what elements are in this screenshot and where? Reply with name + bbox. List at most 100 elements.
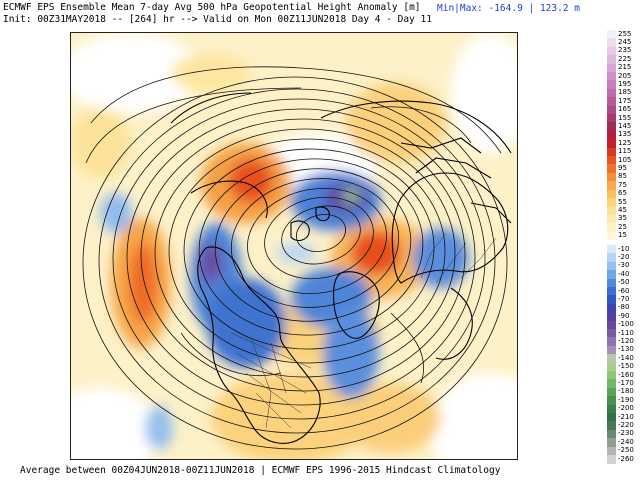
colorbar-swatch — [607, 429, 616, 439]
colorbar-label: -110 — [618, 328, 634, 337]
colorbar-label: -120 — [618, 336, 634, 345]
colorbar-label: 105 — [618, 155, 632, 164]
colorbar-swatch — [607, 278, 616, 288]
colorbar-swatch — [607, 421, 616, 431]
colorbar-swatch — [607, 97, 616, 107]
colorbar-label: 155 — [618, 113, 632, 122]
colorbar-swatch — [607, 455, 616, 464]
colorbar-swatch — [607, 312, 616, 322]
colorbar-swatch — [607, 354, 616, 364]
political-borders — [230, 232, 497, 429]
colorbar-label: 135 — [618, 130, 632, 139]
colorbar-label: 45 — [618, 205, 627, 214]
polar-stereographic-map — [70, 32, 518, 460]
colorbar-swatch — [607, 206, 616, 216]
colorbar-label: -80 — [618, 303, 630, 312]
colorbar-swatch — [607, 156, 616, 165]
colorbar-label: 25 — [618, 222, 627, 231]
colorbar-swatch — [607, 63, 616, 73]
colorbar-label: 95 — [618, 163, 627, 172]
anomaly-fill-layer — [71, 33, 517, 459]
colorbar-swatch — [607, 371, 616, 380]
colorbar-label: 215 — [618, 63, 632, 72]
colorbar-swatch — [607, 122, 616, 132]
colorbar-label: 235 — [618, 46, 632, 55]
colorbar-label: 175 — [618, 96, 632, 105]
colorbar-swatch — [607, 198, 616, 207]
colorbar-label: 165 — [618, 105, 632, 114]
colorbar-swatch — [607, 164, 616, 174]
colorbar-swatch — [607, 329, 616, 338]
colorbar-label: 145 — [618, 121, 632, 130]
colorbar-label: 55 — [618, 197, 627, 206]
footer-caption: Average between 00Z04JUN2018-00Z11JUN201… — [20, 465, 501, 476]
colorbar-swatch — [607, 55, 616, 65]
colorbar-swatch — [607, 223, 616, 233]
init-valid-line: Init: 00Z31MAY2018 -- [264] hr --> Valid… — [3, 14, 432, 25]
colorbar-swatch — [607, 114, 616, 123]
colorbar-swatch — [607, 181, 616, 191]
colorbar-swatch — [607, 404, 616, 414]
colorbar-label: -240 — [618, 437, 634, 446]
colorbar-swatch — [607, 345, 616, 355]
colorbar-label: -180 — [618, 387, 634, 396]
colorbar-label: 185 — [618, 88, 632, 97]
colorbar-swatch — [607, 337, 616, 347]
colorbar-label: -20 — [618, 252, 630, 261]
colorbar-label: -220 — [618, 420, 634, 429]
colorbar-label: -100 — [618, 320, 634, 329]
colorbar-swatch — [607, 80, 616, 90]
colorbar-label: -90 — [618, 311, 630, 320]
colorbar-label: -10 — [618, 244, 630, 253]
colorbar-swatch — [607, 147, 616, 157]
colorbar-label: 35 — [618, 214, 627, 223]
colorbar-swatch — [607, 446, 616, 456]
height-contours — [82, 66, 508, 450]
colorbar-label: -230 — [618, 429, 634, 438]
colorbar-label: 195 — [618, 79, 632, 88]
colorbar-swatch — [607, 139, 616, 149]
colorbar-label: 115 — [618, 147, 632, 156]
colorbar-label: -40 — [618, 269, 630, 278]
colorbar-swatch — [607, 231, 616, 241]
colorbar-swatch — [607, 413, 616, 422]
colorbar-swatch — [607, 38, 616, 48]
colorbar-swatch — [607, 387, 616, 397]
colorbar-swatch — [607, 189, 616, 199]
colorbar-label: -200 — [618, 404, 634, 413]
colorbar-swatch — [607, 214, 616, 224]
colorbar-swatch — [607, 270, 616, 280]
colorbar-label: -190 — [618, 395, 634, 404]
map-title: ECMWF EPS Ensemble Mean 7-day Avg 500 hP… — [3, 2, 421, 13]
colorbar-label: -160 — [618, 370, 634, 379]
colorbar-label: -170 — [618, 378, 634, 387]
coastlines — [170, 92, 512, 444]
colorbar-label: 255 — [618, 29, 632, 38]
colorbar-swatch — [607, 438, 616, 448]
colorbar-swatch — [607, 72, 616, 81]
colorbar-label: -70 — [618, 294, 630, 303]
colorbar-swatch — [607, 295, 616, 305]
colorbar-swatch — [607, 245, 616, 254]
colorbar-swatch — [607, 303, 616, 313]
colorbar-label: -210 — [618, 412, 634, 421]
colorbar-swatch — [607, 88, 616, 98]
colorbar-label: 75 — [618, 180, 627, 189]
colorbar-swatch — [607, 105, 616, 115]
colorbar-label: -140 — [618, 353, 634, 362]
min-max-readout: Min|Max: -164.9 | 123.2 m — [437, 3, 580, 14]
colorbar-swatch — [607, 320, 616, 330]
colorbar-swatch — [607, 379, 616, 389]
colorbar-label: 65 — [618, 189, 627, 198]
colorbar-label: 125 — [618, 138, 632, 147]
colorbar-label: 85 — [618, 172, 627, 181]
colorbar-swatch — [607, 396, 616, 406]
colorbar-label: -130 — [618, 345, 634, 354]
colorbar-label: 205 — [618, 71, 632, 80]
colorbar-label: 225 — [618, 54, 632, 63]
colorbar-swatch — [607, 261, 616, 271]
colorbar-label: 15 — [618, 231, 627, 240]
colorbar-swatch — [607, 362, 616, 372]
colorbar-swatch — [607, 30, 616, 39]
colorbar-swatch — [607, 172, 616, 182]
